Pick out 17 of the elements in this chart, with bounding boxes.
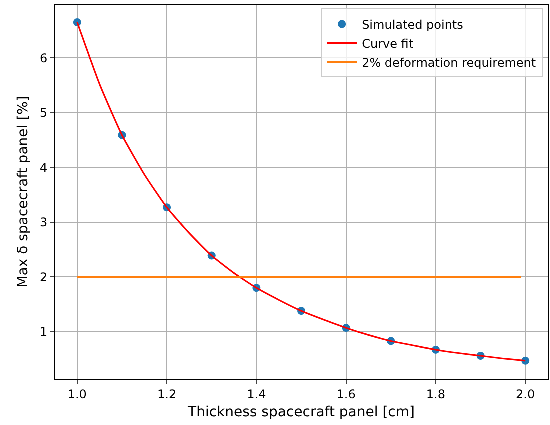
y-tick-label: 4 — [40, 160, 48, 175]
y-axis-title: Max δ spacecraft panel [%] — [16, 96, 32, 288]
legend-label: Simulated points — [362, 18, 464, 32]
x-tick-label: 2.0 — [516, 387, 536, 402]
x-tick-label: 1.0 — [68, 387, 87, 402]
y-tick-label: 3 — [40, 216, 48, 230]
y-tick-label: 1 — [40, 325, 48, 340]
x-axis-title: Thickness spacecraft panel [cm] — [187, 404, 415, 421]
x-tick-label: 1.6 — [336, 387, 356, 402]
y-tick-label: 6 — [40, 51, 48, 66]
x-tick-label: 1.2 — [158, 387, 177, 402]
legend-label: 2% deformation requirement — [362, 56, 536, 70]
x-tick-label: 1.4 — [247, 387, 266, 402]
y-tick-label: 2 — [40, 270, 48, 284]
legend-label: Curve fit — [362, 36, 414, 51]
x-tick-label: 1.8 — [426, 387, 446, 402]
y-tick-label: 5 — [40, 106, 48, 120]
